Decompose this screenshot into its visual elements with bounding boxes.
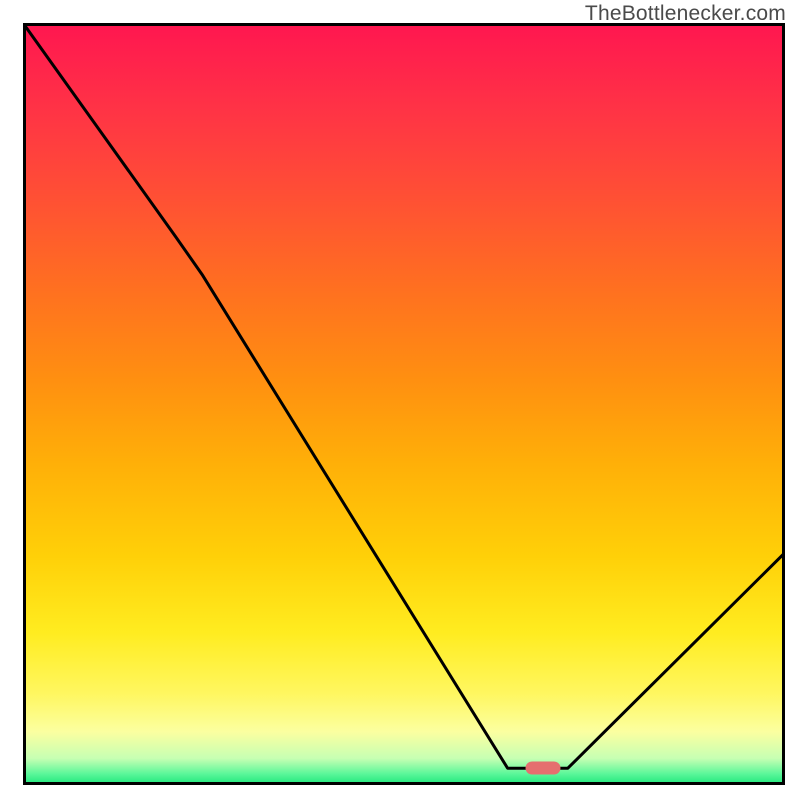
bottleneck-plot <box>23 23 785 785</box>
optimal-marker <box>525 762 560 775</box>
bottleneck-curve <box>23 23 785 785</box>
